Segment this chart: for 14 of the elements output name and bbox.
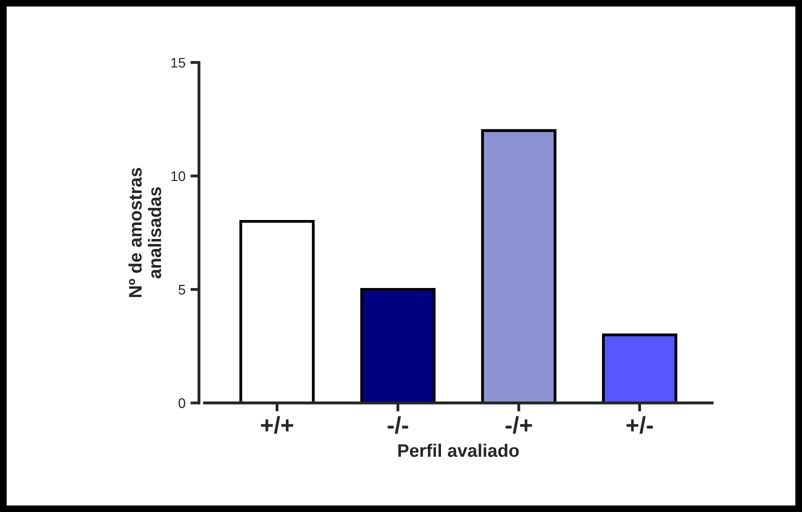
x-tick-label: +/+ bbox=[260, 416, 294, 434]
bar bbox=[239, 220, 315, 403]
y-tick-label: 5 bbox=[178, 284, 186, 295]
bar bbox=[481, 129, 556, 403]
x-tick-label: -/+ bbox=[506, 416, 532, 434]
x-tick-label: +/- bbox=[626, 416, 653, 434]
bar bbox=[360, 288, 436, 403]
y-tick-label: 10 bbox=[171, 171, 186, 182]
y-tick-label: 15 bbox=[171, 58, 186, 68]
bar bbox=[602, 333, 678, 403]
y-tick-label: 0 bbox=[178, 398, 186, 408]
y-axis-title: Nº de amostras analisadas bbox=[128, 168, 162, 298]
x-tick-label: -/- bbox=[388, 416, 408, 434]
x-axis-title: Perfil avaliado bbox=[398, 444, 519, 457]
